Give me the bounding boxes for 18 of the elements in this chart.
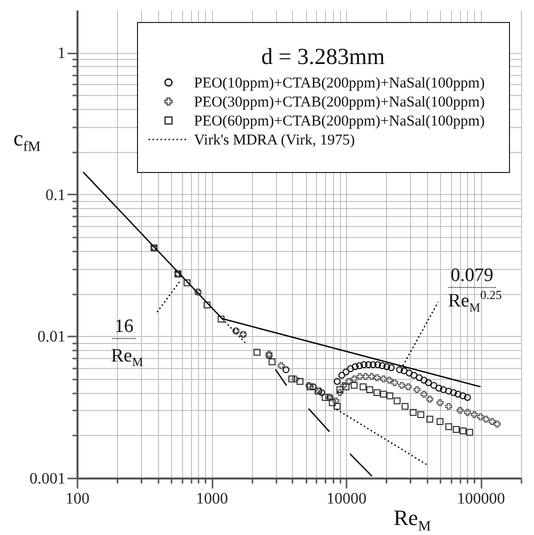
legend-label: Virk's MDRA (Virk, 1975) (194, 132, 355, 148)
annotation: 0.079 (448, 265, 496, 288)
legend-label: PEO(30ppm)+CTAB(200ppm)+NaSal(100ppm) (194, 94, 485, 110)
annotation: 16 (112, 316, 136, 339)
x-tick-label: 100000 (457, 490, 506, 508)
x-tick-label: 100 (66, 490, 90, 508)
legend-title: d = 3.283mm (261, 44, 385, 69)
x-axis-title: Re$_{M}$ (394, 505, 431, 535)
x-tick-label: 10000 (326, 490, 367, 508)
x-tick-label: 1000 (196, 490, 228, 508)
y-tick-label: 0.001 (30, 470, 66, 488)
y-tick-label: 1 (58, 45, 66, 62)
legend-label: PEO(10ppm)+CTAB(200ppm)+NaSal(100ppm) (194, 76, 485, 92)
y-tick-label: 0.1 (46, 186, 66, 204)
legend-label: PEO(60ppm)+CTAB(200ppm)+NaSal(100ppm) (194, 114, 485, 130)
y-tick-label: 0.01 (38, 328, 66, 346)
annotation: Re$_{M}$ (110, 345, 144, 370)
y-axis-title: c$_{fM}$ (13, 125, 41, 156)
